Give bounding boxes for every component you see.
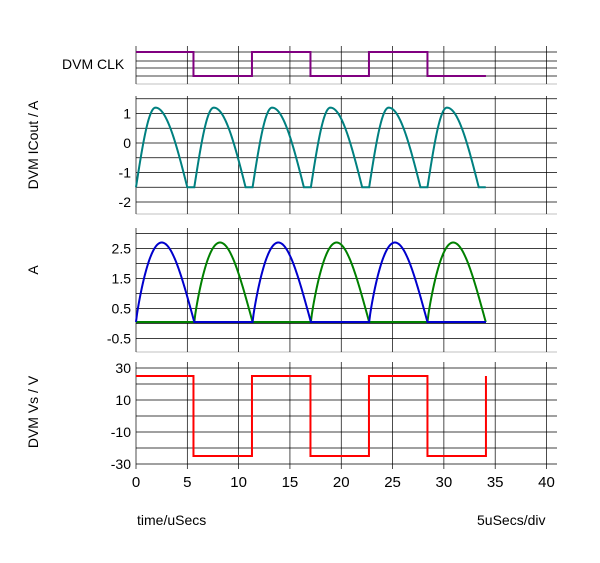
x-tick-label: 15 bbox=[282, 474, 299, 491]
a-y-tick-label: 2.5 bbox=[112, 241, 132, 257]
vs-y-tick-label: 10 bbox=[115, 392, 131, 408]
x-tick-label: 35 bbox=[487, 474, 504, 491]
x-tick-label: 20 bbox=[333, 474, 350, 491]
icout-y-tick-label: -1 bbox=[119, 165, 132, 181]
x-tick-label: 25 bbox=[384, 474, 401, 491]
icout-y-tick-label: -2 bbox=[119, 194, 132, 210]
clk-panel-label: DVM CLK bbox=[62, 56, 125, 72]
vs-y-tick-label: -10 bbox=[111, 424, 131, 440]
x-axis-label: time/uSecs bbox=[137, 512, 207, 528]
clk-series-line bbox=[136, 51, 486, 77]
x-tick-label: 5 bbox=[183, 474, 191, 491]
vs-y-tick-label: 30 bbox=[115, 360, 131, 376]
a-y-tick-label: -0.5 bbox=[107, 331, 131, 347]
a-y-tick-label: 0.5 bbox=[112, 301, 132, 317]
icout-y-tick-label: 1 bbox=[123, 106, 131, 122]
x-scale-label: 5uSecs/div bbox=[477, 512, 546, 528]
x-tick-label: 40 bbox=[538, 474, 555, 491]
x-tick-label: 10 bbox=[230, 474, 247, 491]
a-panel-label: A bbox=[25, 265, 41, 275]
vs-y-tick-label: -30 bbox=[111, 456, 131, 472]
a-series-line-blue bbox=[135, 241, 486, 323]
a-series-line-green bbox=[136, 241, 487, 323]
icout-series-line bbox=[135, 106, 486, 189]
icout-panel-label: DVM ICout / A bbox=[25, 100, 41, 189]
a-y-tick-label: 1.5 bbox=[112, 271, 132, 287]
x-tick-label: 0 bbox=[132, 474, 140, 491]
icout-y-tick-label: 0 bbox=[123, 135, 131, 151]
vs-series-line bbox=[136, 375, 487, 457]
x-tick-label: 30 bbox=[436, 474, 453, 491]
vs-panel-label: DVM Vs / V bbox=[25, 375, 41, 448]
